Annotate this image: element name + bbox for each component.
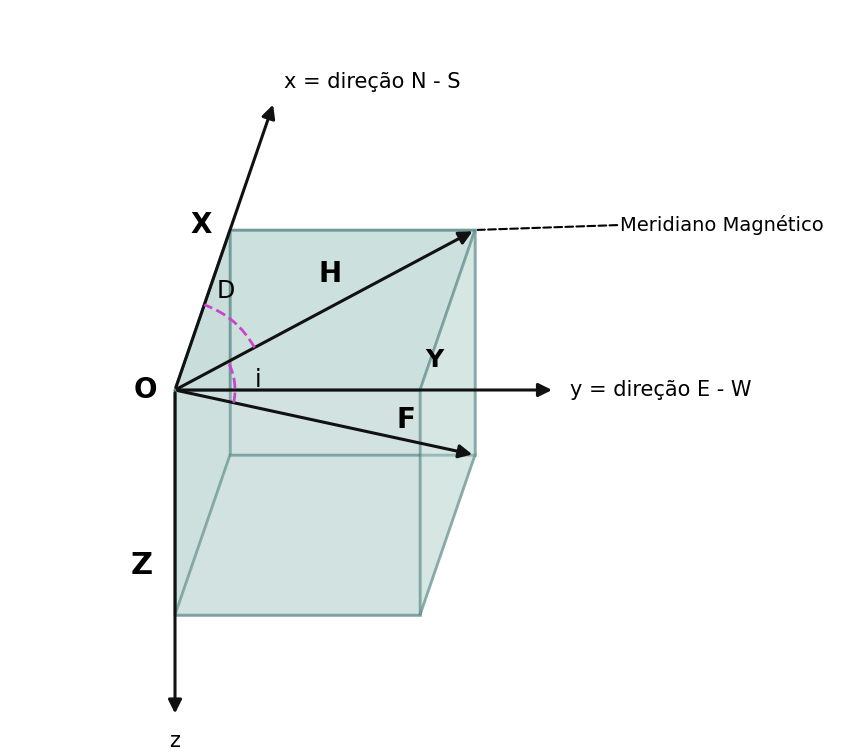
Text: i: i xyxy=(254,368,261,392)
Text: F: F xyxy=(396,406,415,434)
Polygon shape xyxy=(420,230,475,615)
Text: D: D xyxy=(217,279,235,303)
Text: Y: Y xyxy=(425,348,443,372)
Text: x = direção N - S: x = direção N - S xyxy=(284,72,461,92)
Polygon shape xyxy=(230,230,475,455)
Text: Z: Z xyxy=(131,551,153,580)
Text: Meridiano Magnético: Meridiano Magnético xyxy=(620,215,823,235)
Polygon shape xyxy=(175,230,230,615)
Polygon shape xyxy=(175,390,420,615)
Text: y = direção E - W: y = direção E - W xyxy=(569,380,752,400)
Polygon shape xyxy=(175,455,475,615)
Text: X: X xyxy=(191,211,212,239)
Polygon shape xyxy=(175,230,475,390)
Text: z: z xyxy=(169,732,180,751)
Text: H: H xyxy=(318,260,341,288)
Text: O: O xyxy=(133,376,157,404)
